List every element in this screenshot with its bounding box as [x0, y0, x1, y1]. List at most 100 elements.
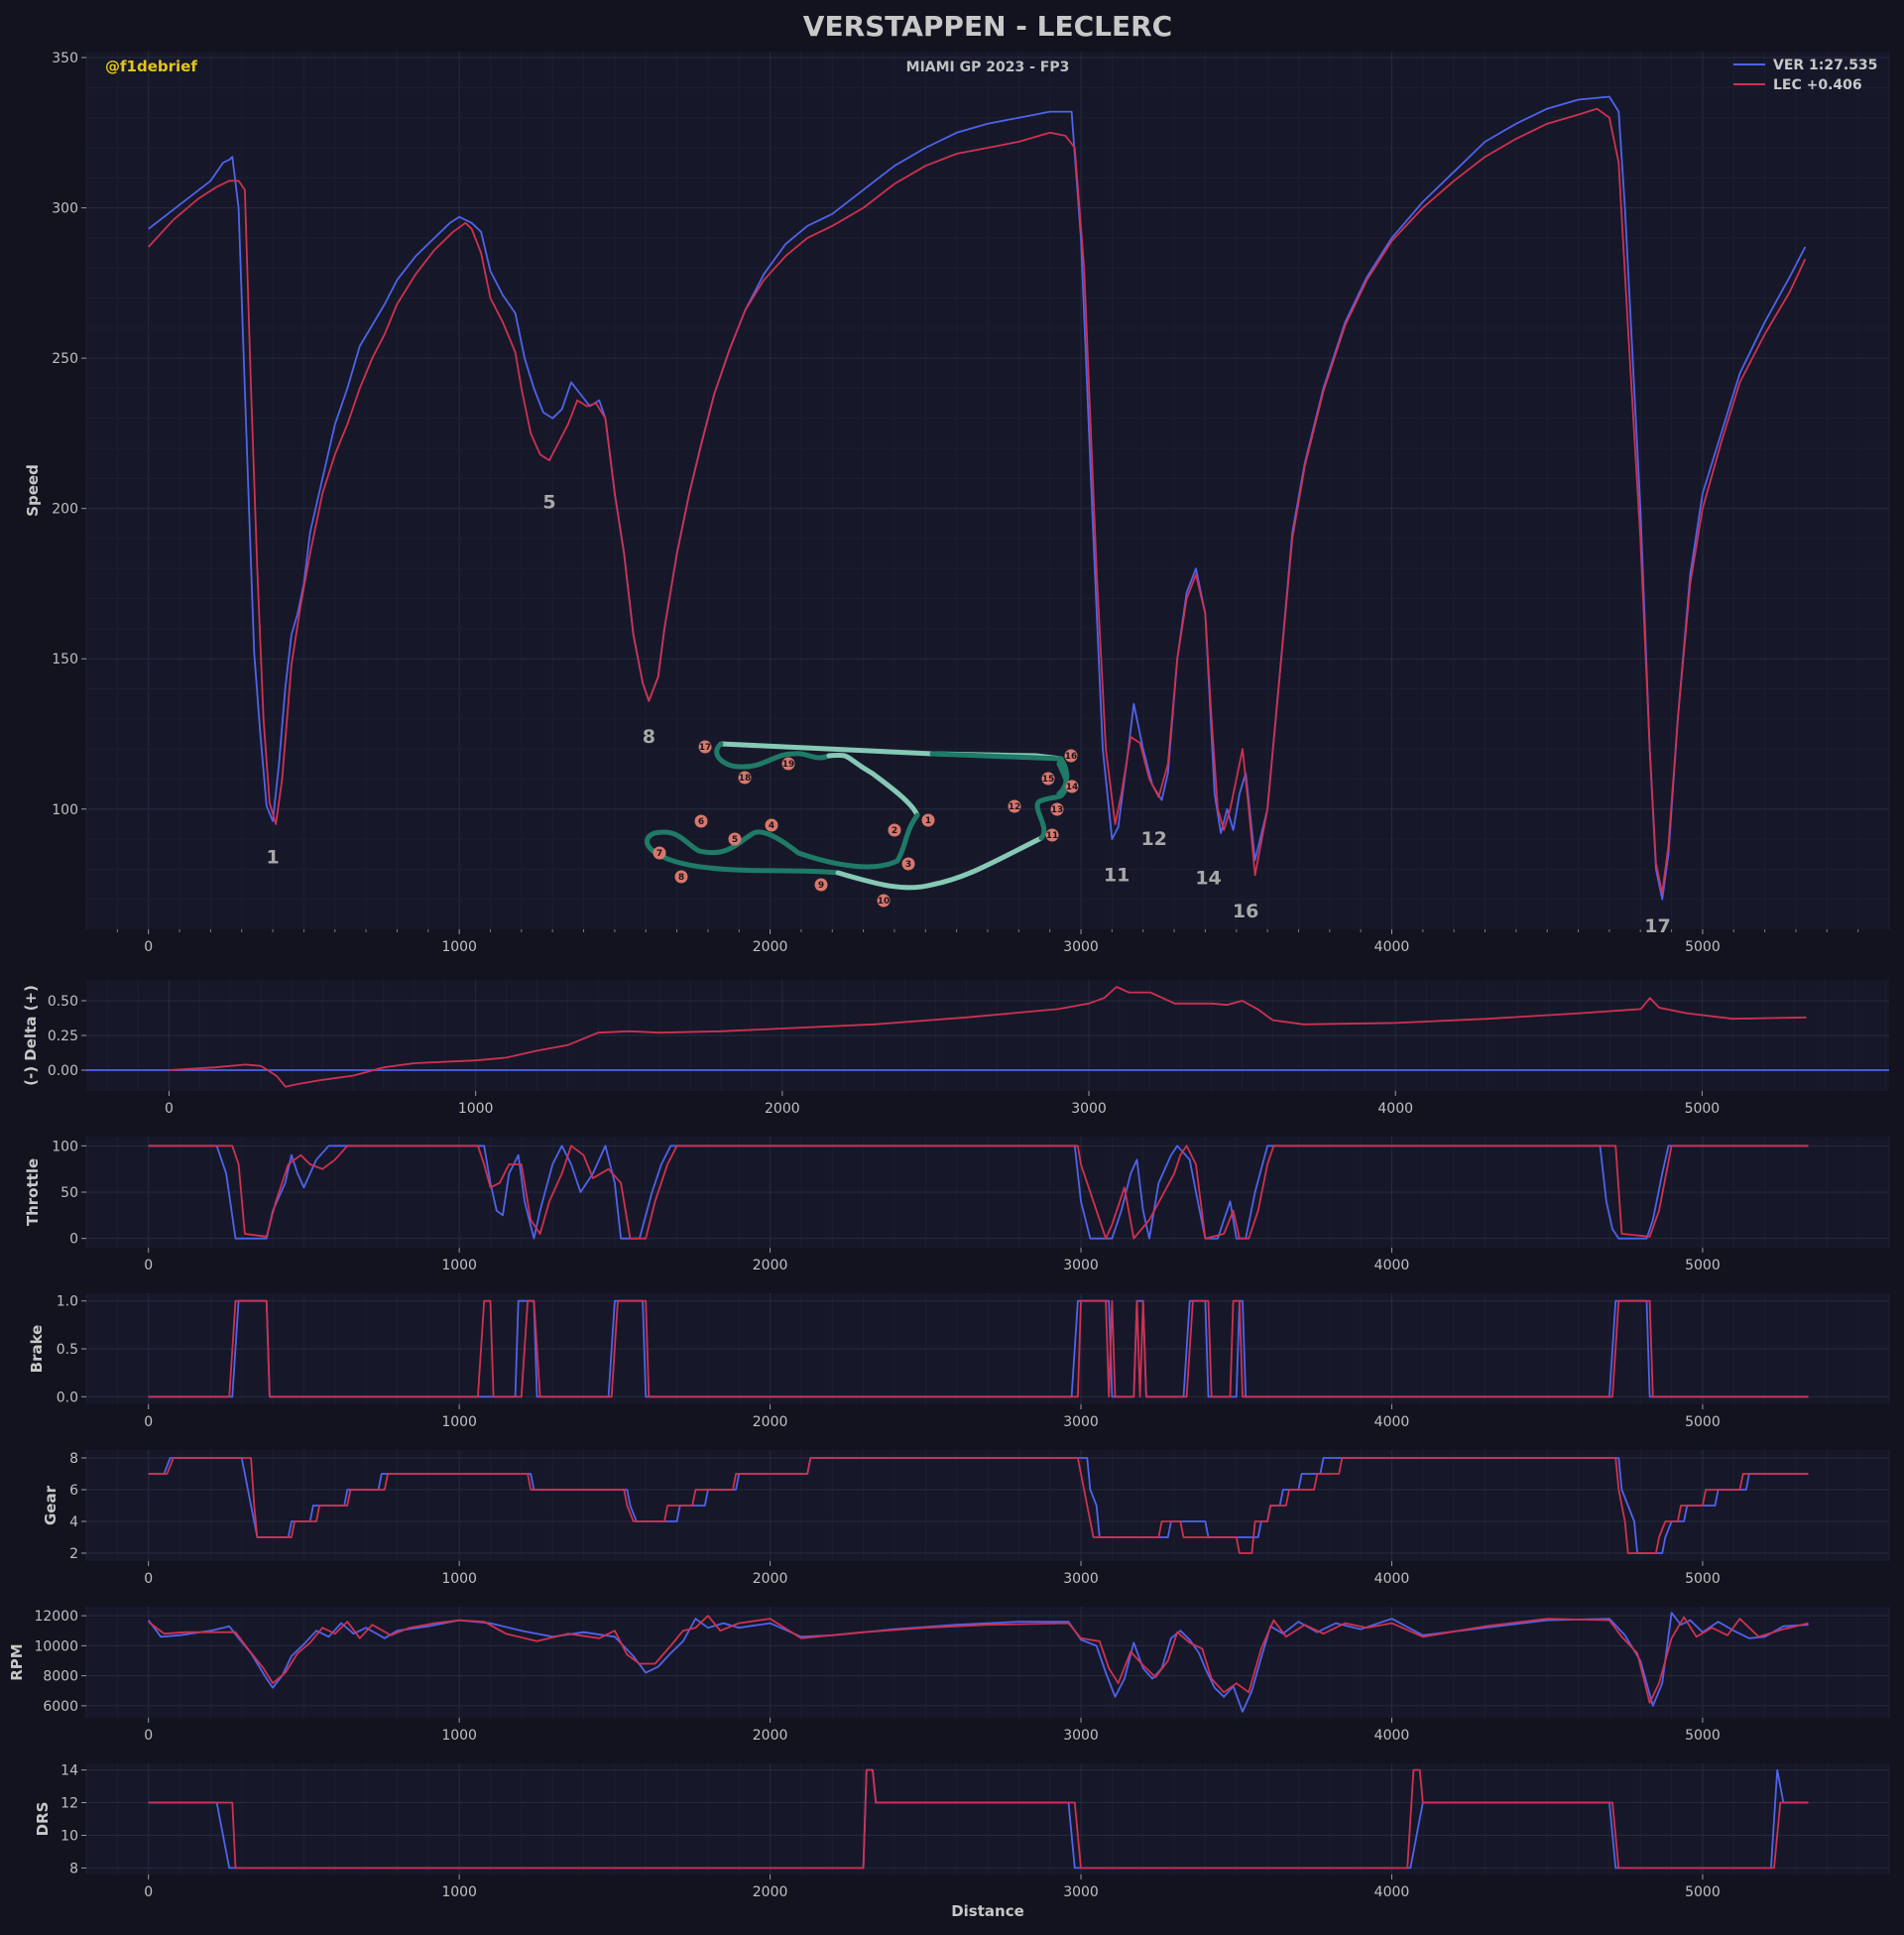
corner-label: 12 [1140, 828, 1166, 850]
x-tick-label: 0 [144, 1414, 153, 1430]
throttle-y-label: Throttle [24, 1158, 42, 1226]
corner-marker [901, 857, 915, 871]
corner-marker [814, 878, 828, 892]
corner-marker-label: 13 [1051, 805, 1064, 815]
corner-marker-label: 15 [1042, 775, 1055, 785]
track-segment [835, 835, 1044, 891]
y-tick-label: 4 [69, 1514, 78, 1530]
y-tick-label: 350 [52, 51, 78, 66]
speed-y-label: Speed [24, 464, 42, 517]
x-tick-label: 3000 [1063, 1728, 1099, 1744]
y-tick-label: 6000 [43, 1699, 78, 1715]
x-tick-label: 4000 [1374, 1728, 1410, 1744]
y-tick-label: 100 [52, 1139, 78, 1154]
y-tick-label: 0.25 [48, 1028, 78, 1044]
corner-marker [674, 870, 688, 884]
corner-marker [1064, 749, 1078, 763]
rpm-y-label: RPM [8, 1643, 26, 1680]
x-tick-label: 0 [144, 1728, 153, 1744]
corner-marker-label: 9 [818, 881, 824, 891]
y-tick-label: 1.0 [57, 1294, 78, 1310]
corner-marker-label: 8 [678, 873, 684, 883]
panel-throttle: 0 1000 2000 3000 4000 5000 0 50 100 Throttle [24, 1137, 1890, 1273]
y-tick-label: 0.50 [48, 994, 78, 1010]
track-segment [714, 741, 832, 770]
panel-rpm: 0 1000 2000 3000 4000 5000 6000 8000 10000 12000 R… [8, 1607, 1890, 1744]
y-tick-label: 10000 [34, 1638, 78, 1654]
gear-series-lec [148, 1457, 1809, 1554]
corner-marker-label: 12 [1009, 802, 1021, 812]
corner-marker-label: 1 [925, 816, 931, 826]
y-tick-label: 250 [52, 351, 78, 367]
y-tick-label: 100 [52, 802, 78, 818]
speed-series-lec [148, 107, 1807, 895]
corner-label: 11 [1104, 865, 1130, 887]
x-tick-label: 0 [144, 1571, 153, 1587]
rpm-grid [85, 1607, 1890, 1718]
y-tick-label: 12000 [34, 1609, 78, 1625]
track-segment [929, 751, 1064, 762]
x-tick-label: 5000 [1685, 939, 1721, 955]
x-tick-label: 4000 [1377, 1101, 1413, 1117]
corner-marker [1041, 772, 1055, 786]
panel-brake: 0 1000 2000 3000 4000 5000 0.0 0.5 1.0 Brake [28, 1293, 1890, 1430]
corner-marker [781, 757, 795, 771]
panel-drs: 0 1000 2000 3000 4000 5000 8 10 12 14 DRS [34, 1763, 1890, 1900]
corner-label: 16 [1233, 901, 1258, 922]
x-tick-label: 1000 [441, 1414, 477, 1430]
x-tick-label: 3000 [1071, 1101, 1107, 1117]
corner-label: 14 [1195, 868, 1221, 890]
brake-series-lec [148, 1299, 1809, 1398]
x-tick-label: 0 [144, 1258, 153, 1273]
delta-y-label: (-) Delta (+) [22, 985, 40, 1086]
corner-label: 5 [542, 492, 555, 514]
legend-entry: VER 1:27.535 [1773, 58, 1877, 73]
x-tick-label: 5000 [1685, 1258, 1721, 1273]
x-tick-label: 2000 [753, 1258, 788, 1273]
panel-delta: 0 1000 2000 3000 4000 5000 0.00 0.25 0.50 (-) Del… [22, 980, 1889, 1117]
x-tick-label: 1000 [441, 939, 477, 955]
corner-marker-label: 14 [1066, 783, 1079, 792]
corner-marker [694, 814, 708, 828]
x-tick-label: 5000 [1685, 1101, 1721, 1117]
y-tick-label: 0.5 [57, 1342, 78, 1358]
gear-y-label: Gear [42, 1485, 60, 1525]
x-tick-label: 1000 [458, 1101, 494, 1117]
legend-entry: LEC +0.406 [1773, 77, 1862, 93]
panel-speed: 0 1000 2000 3000 4000 5000 100 150 200 250 300 350 S… [24, 51, 1890, 955]
corner-label: 17 [1644, 915, 1670, 937]
panel-gear: 0 1000 2000 3000 4000 5000 2 4 6 8 Gear [42, 1450, 1890, 1587]
corner-marker-label: 10 [878, 897, 891, 907]
corner-marker [738, 771, 752, 785]
x-tick-label: 5000 [1685, 1728, 1721, 1744]
corner-marker-label: 2 [892, 826, 897, 836]
corner-marker-label: 6 [698, 817, 704, 827]
corner-marker-label: 7 [656, 849, 662, 859]
gear-series-ver [148, 1457, 1809, 1554]
x-tick-label: 1000 [441, 1728, 477, 1744]
y-tick-label: 50 [60, 1185, 78, 1201]
x-tick-label: 2000 [753, 1884, 788, 1900]
delta-grid [86, 980, 1889, 1091]
drs-series-lec [148, 1768, 1809, 1870]
speed-series-ver [148, 95, 1807, 901]
x-tick-label: 2000 [753, 1728, 788, 1744]
rpm-series-lec [148, 1615, 1809, 1704]
track-segment [826, 753, 920, 818]
corner-marker [888, 823, 901, 837]
corner-label: 1 [266, 846, 279, 868]
x-tick-label: 3000 [1063, 939, 1099, 955]
chart-subtitle: MIAMI GP 2023 - FP3 [906, 60, 1070, 75]
corner-marker [1045, 828, 1059, 842]
x-tick-label: 5000 [1685, 1571, 1721, 1587]
x-tick-label: 3000 [1063, 1571, 1099, 1587]
corner-marker [728, 832, 742, 846]
y-tick-label: 0 [69, 1232, 78, 1248]
corner-marker-label: 3 [905, 860, 911, 870]
throttle-series-lec [148, 1145, 1809, 1240]
corner-marker-label: 16 [1065, 752, 1078, 762]
corner-marker-label: 5 [732, 835, 738, 845]
x-tick-label: 0 [144, 1884, 153, 1900]
